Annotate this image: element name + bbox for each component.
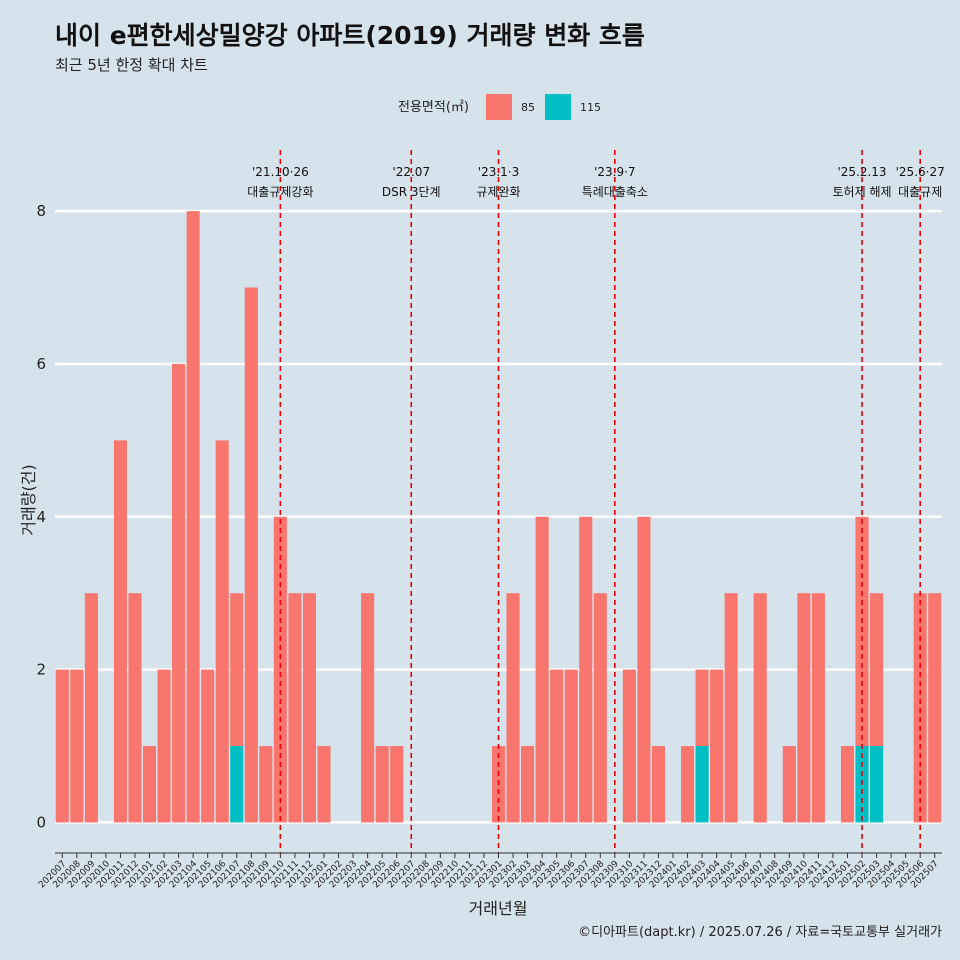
legend-label-85: 85 — [521, 101, 535, 114]
bar-85-202108 — [244, 287, 258, 823]
bar-85-202303 — [521, 746, 535, 823]
y-tick-label: 8 — [36, 202, 46, 220]
bar-85-202102 — [157, 669, 171, 823]
bar-85-202310 — [622, 669, 636, 823]
event-label: 규제완화 — [476, 185, 520, 199]
bar-85-202007 — [55, 669, 69, 823]
event-label: DSR 3단계 — [382, 185, 441, 199]
bar-85-202009 — [84, 593, 98, 823]
x-axis: 2020072020082020092020102020112020122021… — [37, 852, 942, 890]
bar-85-202105 — [201, 669, 215, 823]
legend-label-115: 115 — [580, 101, 601, 114]
bar-85-202306 — [564, 669, 578, 823]
bar-85-202405 — [724, 593, 738, 823]
bar-85-202403 — [695, 669, 709, 747]
bar-85-202312 — [651, 746, 665, 823]
y-axis-title: 거래량(건) — [19, 464, 38, 535]
bar-85-202012 — [128, 593, 142, 823]
bar-85-202112 — [302, 593, 317, 823]
legend-swatch-85 — [486, 94, 512, 120]
bar-85-202402 — [680, 746, 695, 823]
bar-85-202311 — [637, 516, 651, 823]
bar-85-202008 — [70, 669, 84, 823]
bar-85-202410 — [797, 593, 811, 823]
legend: 전용면적(㎡) 85 115 — [398, 94, 601, 120]
bars — [55, 211, 942, 823]
bar-85-202205 — [375, 746, 389, 823]
bar-85-202409 — [782, 746, 796, 823]
bar-85-202411 — [811, 593, 825, 823]
bar-85-202107 — [230, 593, 244, 747]
event-label: 대출규제 — [898, 185, 942, 199]
event-markers: '21.10·26 대출규제강화 '22.07 DSR 3단계 '23.1·3 규제완화 '… — [247, 150, 945, 853]
bar-85-202506 — [913, 593, 927, 823]
bar-85-202111 — [288, 593, 302, 823]
bar-85-202109 — [259, 746, 273, 823]
y-tick-label: 4 — [36, 508, 46, 526]
event-date: '21.10·26 — [252, 165, 309, 179]
chart-title: 내이 e편한세상밀양강 아파트(2019) 거래량 변화 흐름 — [55, 21, 645, 50]
bar-85-202101 — [142, 746, 157, 823]
event-label: 특례대출축소 — [582, 185, 648, 199]
event-label: 토허제 해제 — [833, 185, 892, 199]
bar-85-202307 — [579, 516, 593, 823]
bar-85-202206 — [390, 746, 404, 823]
event-date: '25.2.13 — [837, 165, 886, 179]
bar-85-202407 — [753, 593, 767, 823]
y-tick-label: 2 — [36, 661, 46, 679]
event-date: '23.1·3 — [478, 165, 519, 179]
event-date: '22.07 — [392, 165, 430, 179]
bar-85-202302 — [506, 593, 520, 823]
caption: ©디아파트(dapt.kr) / 2025.07.26 / 자료=국토교통부 실… — [578, 925, 942, 940]
bar-85-202201 — [317, 746, 331, 823]
chart-subtitle: 최근 5년 한정 확대 차트 — [55, 56, 208, 74]
event-label: 대출규제강화 — [247, 185, 313, 199]
bar-85-202308 — [593, 593, 607, 823]
bar-85-202305 — [550, 669, 564, 823]
bar-85-202507 — [928, 593, 942, 823]
bar-85-202501 — [840, 746, 855, 823]
bar-85-202304 — [535, 516, 549, 823]
bar-115-202403 — [695, 746, 709, 823]
legend-title: 전용면적(㎡) — [398, 100, 469, 115]
bar-85-202404 — [710, 669, 724, 823]
bar-85-202106 — [215, 440, 229, 823]
y-axis: 0 2 4 6 8 — [36, 202, 46, 831]
event-date: '23.9·7 — [594, 165, 635, 179]
x-axis-title: 거래년월 — [469, 899, 528, 918]
y-tick-label: 0 — [36, 813, 46, 831]
y-tick-label: 6 — [36, 355, 46, 373]
bar-85-202503 — [870, 593, 884, 747]
bar-115-202503 — [870, 746, 884, 823]
bar-85-202104 — [186, 211, 200, 823]
legend-swatch-115 — [545, 94, 571, 120]
bar-85-202011 — [113, 440, 127, 823]
bar-85-202204 — [361, 593, 375, 823]
event-date: '25.6·27 — [896, 165, 945, 179]
bar-115-202107 — [230, 746, 244, 823]
bar-85-202103 — [172, 363, 186, 823]
bar-85-202110 — [273, 516, 287, 823]
